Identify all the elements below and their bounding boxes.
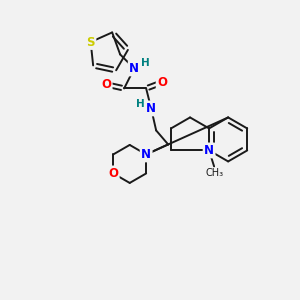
Text: N: N <box>141 148 151 161</box>
Text: H: H <box>136 99 145 110</box>
Text: O: O <box>108 167 118 180</box>
Text: N: N <box>146 102 156 115</box>
Text: S: S <box>86 35 95 49</box>
Text: O: O <box>101 78 111 91</box>
Text: N: N <box>129 62 139 75</box>
Text: O: O <box>157 76 167 89</box>
Text: CH₃: CH₃ <box>205 168 223 178</box>
Text: N: N <box>204 144 214 157</box>
Text: H: H <box>141 58 149 68</box>
